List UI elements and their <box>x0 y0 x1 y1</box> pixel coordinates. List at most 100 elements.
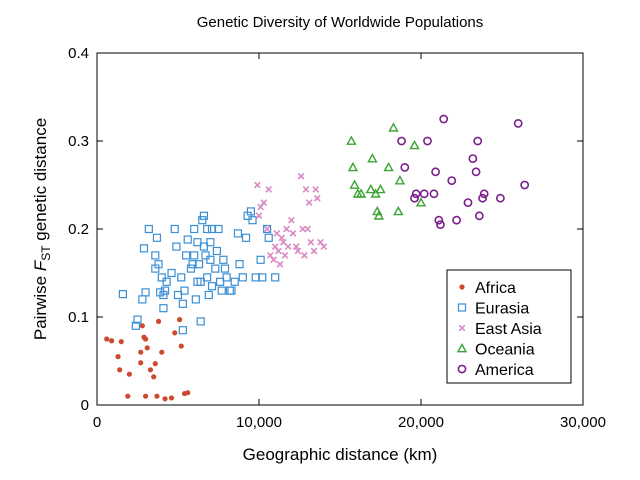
point-africa <box>108 338 115 344</box>
point-eurasia <box>182 251 191 260</box>
point-america <box>429 189 439 199</box>
point-africa <box>115 354 121 360</box>
y-axis-label-pre: Pairwise <box>31 271 50 340</box>
legend-box <box>446 269 572 384</box>
point-oceania <box>349 179 360 189</box>
point-eurasia <box>178 299 187 308</box>
point-africa <box>152 361 158 367</box>
point-east-asia <box>275 247 282 255</box>
point-eurasia <box>271 273 280 282</box>
point-eurasia <box>138 295 147 304</box>
point-africa <box>178 343 184 349</box>
point-oceania <box>365 183 376 194</box>
point-africa <box>138 349 144 355</box>
point-eurasia <box>157 273 166 282</box>
point-america <box>463 198 473 207</box>
x-tick-label: 0 <box>93 414 101 431</box>
legend-label-america: America <box>475 362 534 379</box>
legend-label-eurasia: Eurasia <box>475 301 529 318</box>
point-africa <box>162 396 168 402</box>
point-eurasia <box>246 207 255 216</box>
point-eurasia <box>211 264 220 273</box>
point-east-asia <box>281 252 289 259</box>
point-eurasia <box>263 224 272 234</box>
point-eurasia <box>248 216 257 225</box>
point-africa <box>168 395 175 401</box>
y-tick-label: 0.3 <box>68 133 89 150</box>
legend-label-africa: Africa <box>475 280 516 297</box>
point-africa <box>172 330 178 336</box>
x-tick-label: 20,000 <box>398 414 444 431</box>
point-eurasia <box>203 273 212 282</box>
point-east-asia <box>265 186 273 193</box>
point-eurasia <box>151 251 160 260</box>
point-eurasia <box>190 251 199 260</box>
point-eurasia <box>154 260 163 269</box>
point-eurasia <box>144 224 153 234</box>
point-east-asia <box>300 252 308 259</box>
point-africa <box>177 317 183 323</box>
point-eurasia <box>177 273 186 282</box>
point-eurasia <box>227 286 236 295</box>
point-oceania <box>346 135 357 145</box>
point-africa <box>125 393 131 399</box>
point-america <box>436 220 445 229</box>
point-america <box>520 180 530 190</box>
y-tick-label: 0.4 <box>68 45 89 62</box>
point-america <box>431 167 440 177</box>
point-america <box>397 136 406 146</box>
point-eurasia <box>201 251 210 260</box>
point-eurasia <box>206 238 215 247</box>
point-oceania <box>370 188 381 198</box>
point-eurasia <box>133 315 142 324</box>
y-axis-label-italic: F <box>31 259 50 271</box>
point-eurasia <box>204 290 213 300</box>
point-eurasia <box>190 224 199 234</box>
point-africa <box>139 323 145 329</box>
point-africa <box>143 336 149 342</box>
point-africa <box>154 393 160 399</box>
point-america <box>400 162 410 172</box>
point-america <box>473 136 483 146</box>
point-oceania <box>393 205 404 216</box>
point-africa <box>155 318 162 324</box>
point-eurasia <box>230 277 239 286</box>
point-eurasia <box>162 277 171 286</box>
point-east-asia <box>289 230 297 237</box>
point-oceania <box>355 188 367 198</box>
y-axis: 0 0.1 0.2 0.3 0.4 <box>68 45 583 414</box>
point-america <box>410 193 419 203</box>
point-eurasia <box>235 260 244 269</box>
point-eurasia <box>194 260 204 269</box>
point-america <box>447 176 457 185</box>
point-east-asia <box>276 260 284 268</box>
point-africa <box>185 390 191 396</box>
point-east-asia <box>307 238 315 246</box>
point-east-asia <box>317 238 324 246</box>
point-eurasia <box>191 295 200 304</box>
point-east-asia <box>320 243 328 250</box>
point-oceania <box>409 139 420 150</box>
point-eurasia <box>222 273 231 282</box>
legend-label-east-asia: East Asia <box>475 321 542 338</box>
x-tick-label: 10,000 <box>236 414 282 431</box>
y-tick-label: 0.1 <box>68 309 89 326</box>
point-eurasia <box>206 255 215 264</box>
point-east-asia <box>292 243 300 250</box>
point-east-asia <box>294 247 302 255</box>
x-axis-label: Geographic distance (km) <box>243 445 438 464</box>
y-axis-label-sub: ST <box>39 245 53 261</box>
point-eurasia <box>141 288 150 297</box>
point-eurasia <box>217 286 226 295</box>
legend: Africa Eurasia East Asia Oceania America <box>446 269 572 384</box>
point-eurasia <box>118 290 128 299</box>
point-eurasia <box>216 277 225 286</box>
point-eurasia <box>207 282 217 291</box>
x-tick-label: 30,000 <box>560 414 606 431</box>
point-oceania <box>383 161 394 172</box>
point-america <box>471 167 481 177</box>
point-east-asia <box>283 225 290 233</box>
point-oceania <box>375 183 386 194</box>
point-eurasia <box>264 233 273 242</box>
point-eurasia <box>170 224 179 234</box>
